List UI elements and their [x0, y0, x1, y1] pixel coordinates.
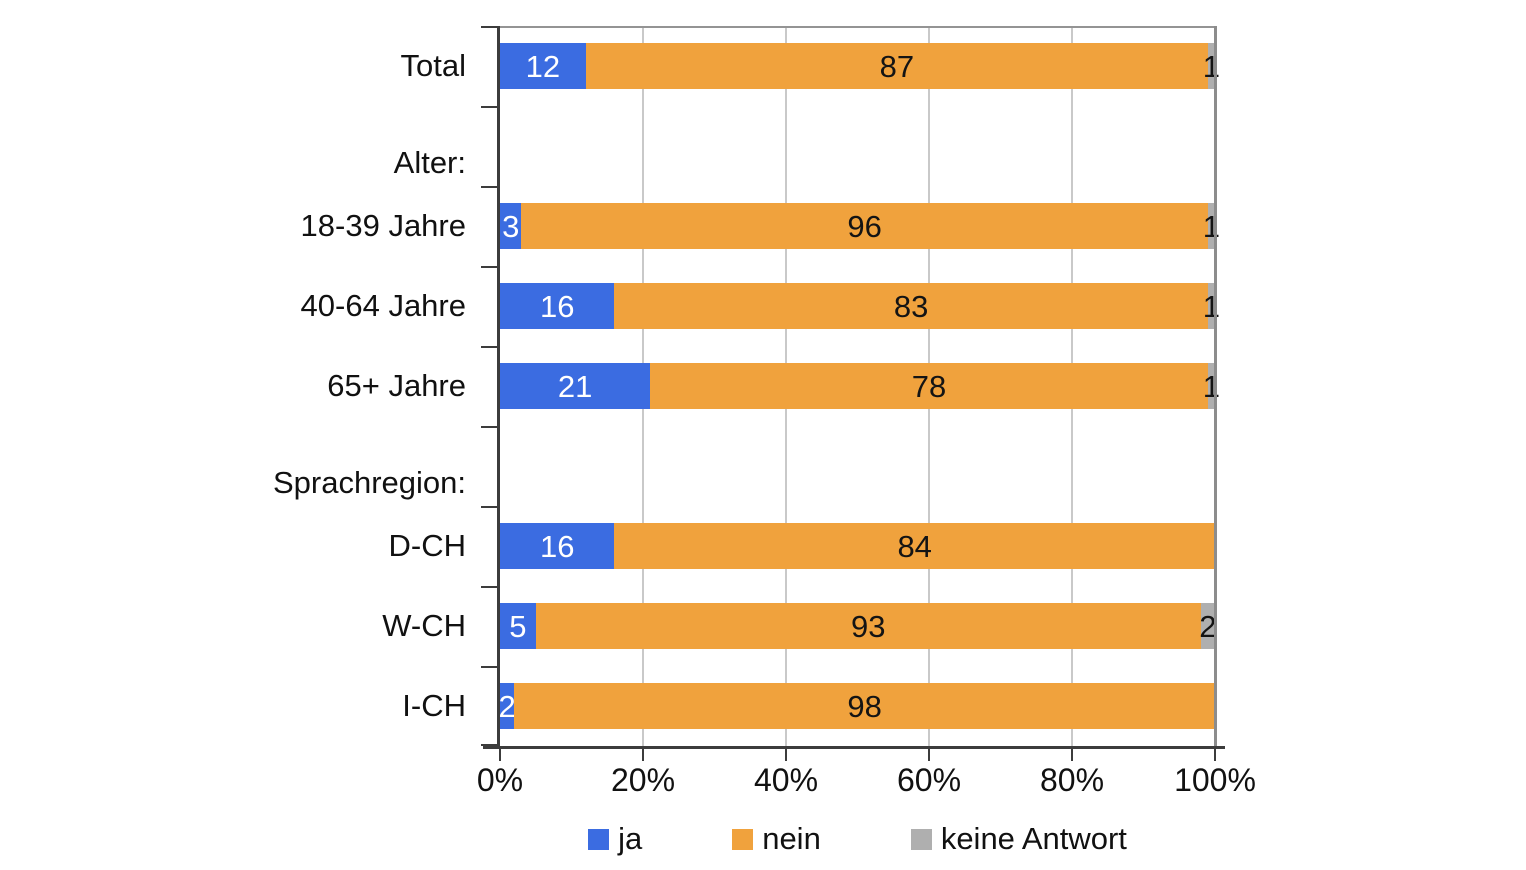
value-label: 12: [525, 48, 561, 84]
category-label: Total: [400, 48, 466, 83]
bar-segment-nein: 98: [514, 683, 1215, 729]
y-axis-tick: [481, 586, 497, 588]
bar-row: 2 98: [498, 683, 1215, 729]
bar-segment-ja: 16: [500, 283, 615, 329]
x-axis: [483, 746, 1225, 749]
legend-label: nein: [762, 821, 821, 856]
y-axis-tick: [481, 106, 497, 108]
section-header-label: Sprachregion:: [272, 465, 466, 500]
bar-row: 5 93 2: [500, 603, 1217, 649]
value-label: 98: [847, 688, 882, 724]
legend-item-nein: nein: [732, 821, 821, 857]
x-axis-tick: [499, 748, 501, 761]
bar-row: 21 78 1: [500, 363, 1220, 409]
plot-frame-right: [1214, 26, 1217, 746]
bar-segment-nein: 96: [521, 203, 1208, 249]
value-label: 21: [557, 368, 593, 404]
y-axis-tick: [481, 266, 497, 268]
y-axis: [497, 26, 500, 748]
legend: ja nein keine Antwort: [500, 816, 1215, 862]
bar-segment-keine_antwort: 2: [1199, 603, 1217, 649]
bar-segment-ja: 3: [500, 203, 522, 249]
category-label: 18-39 Jahre: [300, 208, 466, 243]
x-tick-label: 80%: [1039, 762, 1105, 798]
bar-segment-ja: 12: [500, 43, 586, 89]
legend-item-ja: ja: [588, 821, 642, 857]
bar-segment-nein: 93: [535, 603, 1201, 649]
x-tick-label: 40%: [753, 762, 819, 798]
bar-segment-nein: 87: [585, 43, 1208, 89]
bar-segment-nein: 84: [614, 523, 1215, 569]
value-label: 84: [897, 528, 932, 564]
x-axis-tick: [1071, 748, 1073, 761]
category-label: I-CH: [402, 688, 466, 723]
value-label: 1: [1202, 208, 1221, 244]
category-label: 40-64 Jahre: [300, 288, 466, 323]
value-label: 5: [509, 608, 527, 644]
value-label: 78: [911, 368, 947, 404]
legend-swatch-keine_antwort: [910, 828, 932, 850]
plot-area: 12 87 1 3 96 1 16 83 1 21 78 1 16 84 5 93 2 2 98: [481, 26, 1225, 761]
x-axis-tick: [1214, 748, 1216, 761]
y-axis-tick: [481, 666, 497, 668]
y-axis-tick: [481, 346, 497, 348]
value-label: 83: [893, 288, 929, 324]
legend-label: ja: [618, 821, 643, 856]
section-header-label: Alter:: [393, 145, 466, 180]
bar-segment-ja: 2: [498, 683, 516, 729]
value-label: 16: [539, 528, 575, 564]
y-axis-tick: [481, 506, 497, 508]
value-label: 16: [539, 288, 575, 324]
value-label: 87: [879, 48, 915, 84]
x-axis-tick: [785, 748, 787, 761]
x-axis-tick: [928, 748, 930, 761]
bar-segment-nein: 78: [650, 363, 1208, 409]
value-label: 93: [850, 608, 886, 644]
value-label: 2: [498, 688, 516, 724]
value-label: 2: [1199, 608, 1217, 644]
value-label: 1: [1202, 48, 1221, 84]
plot-frame-top: [500, 26, 1217, 28]
y-axis-tick: [481, 426, 497, 428]
bar-segment-ja: 5: [500, 603, 536, 649]
category-label: W-CH: [382, 608, 466, 643]
category-label-column: Total Alter: 18-39 Jahre 40-64 Jahre 65+ Jah…: [0, 26, 466, 746]
legend-swatch-nein: [732, 828, 754, 850]
y-axis-tick: [481, 744, 497, 746]
value-label: 3: [502, 208, 520, 244]
legend-item-keine_antwort: keine Antwort: [910, 821, 1127, 857]
bar-row: 12 87 1: [500, 43, 1220, 89]
y-axis-tick: [481, 186, 497, 188]
x-axis-labels: 0% 20% 40% 60% 80% 100%: [477, 762, 1256, 804]
legend-swatch-ja: [588, 828, 610, 850]
bar-row: 16 84: [500, 523, 1215, 569]
bar-segment-ja: 21: [500, 363, 651, 409]
bar-row: 3 96 1: [500, 203, 1220, 249]
x-tick-label: 100%: [1174, 762, 1256, 798]
value-label: 96: [847, 208, 882, 244]
value-label: 1: [1202, 288, 1221, 324]
y-axis-tick: [481, 26, 497, 28]
category-label: D-CH: [388, 528, 467, 563]
category-label: 65+ Jahre: [327, 368, 466, 403]
bar-segment-ja: 16: [500, 523, 615, 569]
value-label: 1: [1202, 368, 1221, 404]
bar-row: 16 83 1: [500, 283, 1220, 329]
x-tick-label: 60%: [896, 762, 962, 798]
x-tick-label: 20%: [610, 762, 676, 798]
x-tick-label: 0%: [476, 762, 524, 798]
legend-label: keine Antwort: [940, 821, 1127, 856]
bar-segment-nein: 83: [614, 283, 1208, 329]
x-axis-tick: [642, 748, 644, 761]
